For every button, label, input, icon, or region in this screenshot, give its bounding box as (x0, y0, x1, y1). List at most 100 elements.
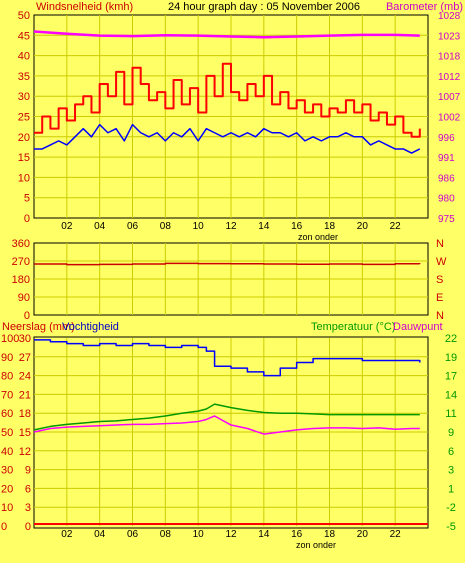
wind-tick-label: 0 (24, 213, 30, 225)
rain-tick-label: 90 (1, 352, 13, 364)
wind-tick-label: 45 (18, 30, 30, 42)
panel-3-series (33, 339, 428, 525)
panel-1-x-ticks: 02 04 06 08 10 12 14 16 18 20 22 (61, 221, 401, 232)
barometer-tick-label: 1002 (438, 113, 461, 124)
barometer-tick-label: 986 (438, 173, 455, 184)
compass-tick-label: N (436, 238, 444, 250)
temperature-tick-label: 1 (448, 483, 454, 495)
rain-tick-label: 40 (1, 446, 13, 458)
temperature-tick-label: -5 (446, 521, 456, 533)
barometer-tick-label: 1018 (438, 52, 461, 63)
humidity-inner-tick-label: 21 (19, 389, 31, 401)
panel-3-grid (34, 338, 428, 526)
humidity-temperature-panel: Neerslag (mm) Vochtigheid Temperatuur (°… (1, 321, 457, 550)
panel-3-x-tick-label: 10 (193, 529, 205, 540)
humidity-inner-tick-label: 18 (19, 408, 31, 420)
dewpoint-line (33, 415, 420, 435)
temperature-tick-label: 22 (445, 333, 457, 345)
wind-tick-label: 20 (18, 132, 30, 144)
temperature-tick-label: 6 (448, 446, 454, 458)
panel-2-grid (34, 243, 428, 315)
panel-1-x-tick-label: 22 (390, 221, 402, 232)
panel-1-x-tick-label: 20 (357, 221, 369, 232)
humidity-inner-tick-label: 3 (25, 502, 31, 514)
chart-title: 24 hour graph day : 05 November 2006 (168, 1, 360, 13)
barometer-tick-label: 1007 (438, 92, 461, 103)
panel-1-x-tick-label: 14 (258, 221, 270, 232)
rain-tick-label: 100 (1, 333, 19, 345)
barometer-tick-label: 996 (438, 133, 455, 144)
wind-axis-label: Windsnelheid (kmh) (36, 1, 133, 13)
barometer-tick-label: 1012 (438, 72, 461, 83)
wind-direction-line (34, 262, 421, 266)
temperature-tick-label: 3 (448, 465, 454, 477)
temperature-tick-label: 11 (445, 408, 456, 420)
temperature-tick-label: 14 (445, 389, 457, 401)
panel-1-x-tick-label: 10 (193, 221, 205, 232)
rain-tick-label: 0 (1, 521, 7, 533)
panel-2-series (34, 262, 421, 266)
panel-3-x-tick-label: 08 (160, 529, 172, 540)
panel-3-x-tick-label: 18 (324, 529, 336, 540)
rain-tick-label: 70 (1, 389, 13, 401)
humidity-inner-tick-label: 27 (19, 352, 31, 364)
dewpoint-axis-label: Dauwpunt (393, 321, 443, 333)
direction-tick-label: 180 (12, 274, 30, 286)
rain-tick-label: 80 (1, 371, 13, 383)
rain-tick-label: 50 (1, 427, 13, 439)
panel-3-x-tick-label: 20 (357, 529, 369, 540)
wind-tick-label: 15 (18, 152, 30, 164)
barometer-line (33, 30, 420, 39)
temperature-tick-label: 17 (445, 371, 457, 383)
wind-tick-label: 35 (18, 71, 30, 83)
temperature-tick-label: -2 (446, 502, 456, 514)
direction-tick-label: 0 (24, 310, 30, 322)
compass-tick-label: S (436, 274, 443, 286)
compass-tick-label: N (436, 310, 444, 322)
wind-tick-label: 30 (18, 91, 30, 103)
panel-3-x-tick-label: 14 (258, 529, 270, 540)
wind-tick-label: 40 (18, 51, 30, 63)
wind-tick-label: 5 (24, 193, 30, 205)
panel-1-x-tick-label: 16 (291, 221, 303, 232)
barometer-axis-label: Barometer (mb) (386, 1, 463, 13)
temperature-line (33, 403, 420, 431)
panel-1-x-tick-label: 12 (225, 221, 237, 232)
temperature-tick-label: 19 (445, 352, 457, 364)
panel-1-series (33, 30, 421, 154)
humidity-inner-tick-label: 30 (19, 333, 31, 345)
panel-1-x-tick-label: 02 (61, 221, 73, 232)
wind-barometer-panel: Windsnelheid (kmh) 24 hour graph day : 0… (18, 1, 463, 242)
rain-axis-label: Neerslag (mm) (2, 321, 75, 333)
rain-tick-label: 10 (1, 502, 13, 514)
temperature-tick-label: 9 (448, 427, 454, 439)
direction-tick-label: 270 (12, 256, 30, 268)
humidity-line (34, 339, 421, 377)
panel-1-x-tick-label: 18 (324, 221, 336, 232)
compass-tick-label: W (436, 256, 447, 268)
direction-tick-label: 90 (18, 292, 30, 304)
temperature-axis-label: Temperatuur (°C) (311, 321, 395, 333)
humidity-inner-tick-label: 6 (25, 483, 31, 495)
barometer-y-ticks: 1028 1023 1018 1012 1007 1002 996 991 986 980 975 (438, 11, 461, 225)
panel-3-x-tick-label: 22 (390, 529, 402, 540)
panel-3-x-tick-label: 16 (291, 529, 303, 540)
rain-tick-label: 30 (1, 465, 13, 477)
sunset-label-1: zon onder (298, 232, 338, 242)
direction-degree-ticks: 360 270 180 90 0 (12, 238, 30, 322)
panel-3-x-tick-label: 02 (61, 529, 73, 540)
direction-tick-label: 360 (12, 238, 30, 250)
panel-1-x-tick-label: 08 (160, 221, 172, 232)
wind-tick-label: 25 (18, 112, 30, 124)
compass-tick-label: E (436, 292, 443, 304)
wind-gust-line (34, 62, 421, 138)
humidity-inner-tick-label: 24 (19, 371, 31, 383)
barometer-tick-label: 975 (438, 214, 455, 225)
